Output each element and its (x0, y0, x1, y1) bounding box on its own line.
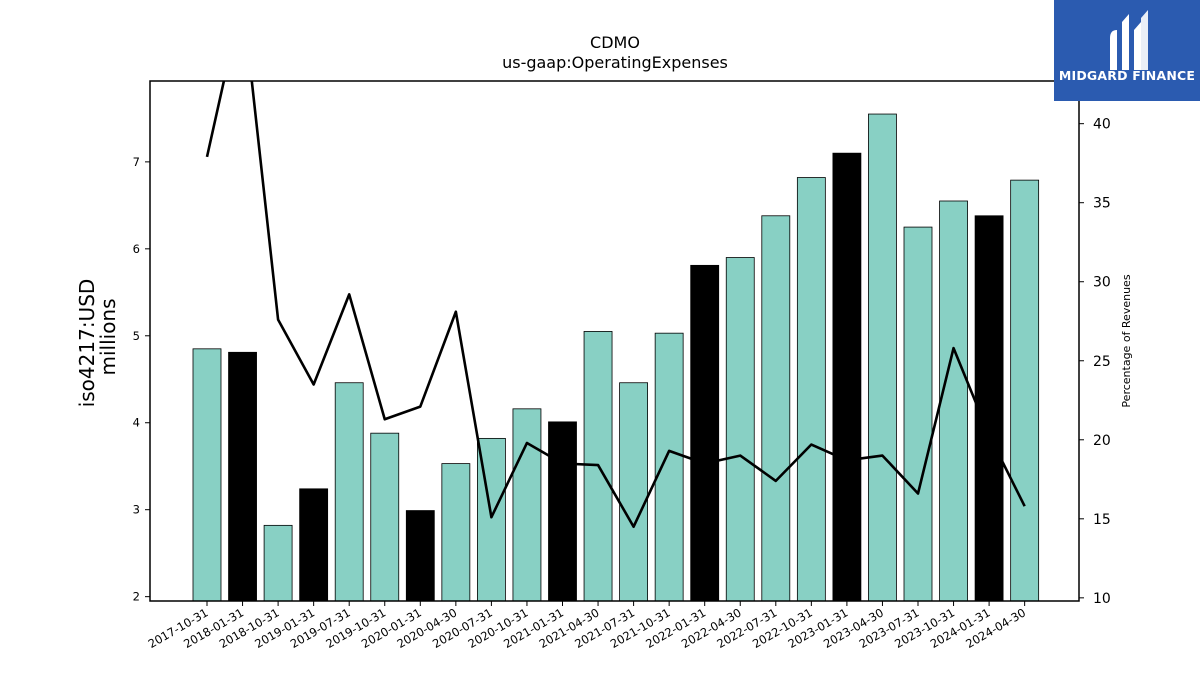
logo: MIDGARD FINANCE (1054, 0, 1200, 101)
y2-axis-label: Percentage of Revenues (1120, 274, 1133, 407)
bars-group (192, 113, 1040, 602)
bar (974, 215, 1004, 602)
logo-mark-icon (1110, 10, 1148, 70)
bar (619, 382, 648, 602)
y2-tick-label: 15 (1093, 512, 1111, 528)
plot-frame (149, 80, 1080, 602)
bar (903, 226, 933, 602)
bar (370, 432, 400, 602)
bar (939, 200, 968, 602)
logo-text: MIDGARD FINANCE (1058, 68, 1196, 83)
bar (263, 524, 293, 602)
line-group (205, 81, 1026, 529)
y-tick-label: 5 (133, 329, 140, 343)
bar (725, 257, 755, 602)
bar (334, 382, 364, 602)
chart-title: CDMO (590, 33, 640, 52)
y2-tick-label: 10 (1093, 591, 1111, 607)
bar (761, 215, 791, 602)
y-tick-label: 6 (133, 242, 140, 256)
y-axis-label-line1: iso4217:USD (75, 279, 99, 408)
bar (548, 421, 577, 602)
bar (832, 152, 862, 602)
bar (192, 348, 222, 602)
bar (690, 264, 720, 602)
y-tick-label: 2 (133, 590, 140, 604)
bar (228, 351, 257, 602)
bar (299, 488, 329, 602)
y-axis: 2 3 4 5 6 7 (133, 155, 150, 604)
y2-tick-label: 25 (1093, 354, 1111, 370)
series-line (205, 81, 1026, 529)
y2-tick-label: 40 (1093, 117, 1111, 133)
y-tick-label: 3 (133, 503, 140, 517)
y-tick-label: 7 (133, 155, 140, 169)
y2-tick-label: 20 (1093, 433, 1111, 449)
y2-tick-label: 30 (1093, 275, 1111, 291)
bar (512, 408, 542, 602)
bar (654, 332, 684, 602)
bar (441, 463, 471, 602)
bar (796, 177, 826, 602)
bar (868, 113, 897, 602)
x-axis: 2017-10-312018-01-312018-10-312019-01-31… (146, 601, 1028, 651)
bar (405, 510, 435, 602)
y-tick-label: 4 (133, 416, 140, 430)
y-axis-label-line2: millions (96, 298, 120, 375)
bar (1010, 179, 1040, 602)
chart-subtitle: us-gaap:OperatingExpenses (502, 53, 728, 72)
y2-axis: 10 15 20 25 30 35 40 (1079, 117, 1111, 607)
y2-tick-label: 35 (1093, 196, 1111, 212)
